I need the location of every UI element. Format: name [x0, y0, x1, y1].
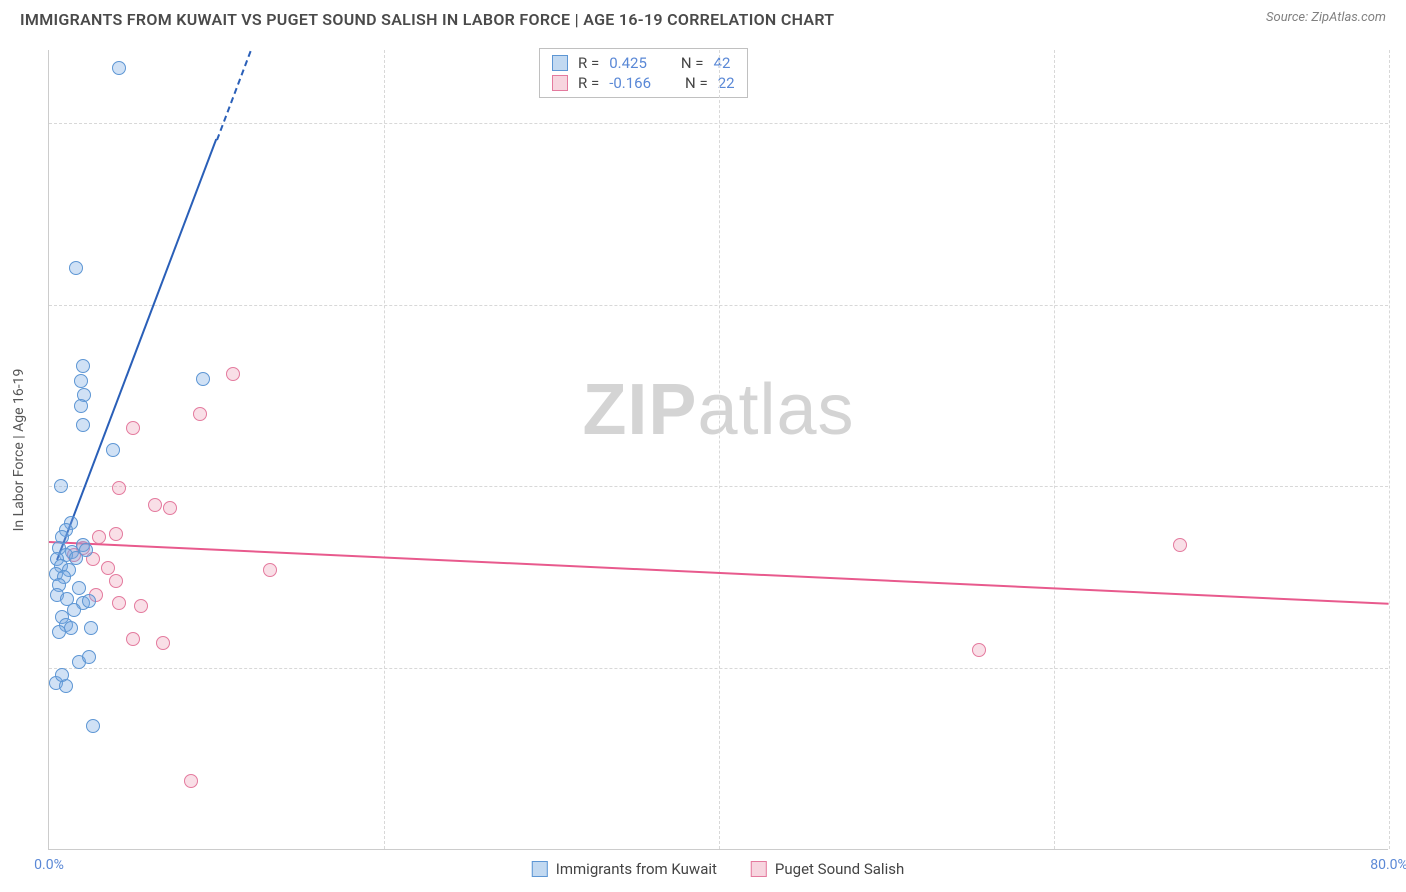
stat-n-value-a: 42	[714, 54, 731, 72]
scatter-point-a	[55, 668, 69, 682]
vgrid-line	[1389, 50, 1390, 849]
scatter-point-a	[52, 625, 66, 639]
x-tick-label: 0.0%	[34, 857, 64, 873]
vgrid-line	[1054, 50, 1055, 849]
scatter-point-b	[972, 643, 986, 657]
stats-row-b: R = -0.166 N = 22	[552, 73, 735, 93]
scatter-point-b	[156, 636, 170, 650]
scatter-point-b	[134, 599, 148, 613]
bottom-legend: Immigrants from Kuwait Puget Sound Salis…	[532, 860, 904, 878]
swatch-blue-icon	[552, 55, 568, 71]
scatter-point-b	[112, 481, 126, 495]
legend-item-a: Immigrants from Kuwait	[532, 860, 717, 878]
scatter-point-b	[101, 561, 115, 575]
stat-r-label-a: R =	[578, 54, 599, 72]
scatter-point-b	[126, 632, 140, 646]
scatter-point-a	[86, 719, 100, 733]
stat-r-value-a: 0.425	[609, 54, 647, 72]
stat-n-value-b: 22	[718, 74, 735, 92]
stat-r-label-b: R =	[578, 74, 599, 92]
trend-line	[56, 139, 217, 560]
legend-item-b: Puget Sound Salish	[751, 860, 904, 878]
legend-label-a: Immigrants from Kuwait	[556, 860, 717, 878]
scatter-point-b	[263, 563, 277, 577]
scatter-point-b	[112, 596, 126, 610]
scatter-point-a	[74, 374, 88, 388]
chart-container: ZIPatlas In Labor Force | Age 16-19 R = …	[48, 50, 1388, 850]
scatter-point-a	[82, 594, 96, 608]
swatch-pink-icon	[552, 75, 568, 91]
chart-title: IMMIGRANTS FROM KUWAIT VS PUGET SOUND SA…	[20, 10, 834, 29]
scatter-point-a	[84, 621, 98, 635]
scatter-point-a	[69, 261, 83, 275]
scatter-point-a	[76, 359, 90, 373]
stats-row-a: R = 0.425 N = 42	[552, 53, 735, 73]
scatter-point-a	[54, 479, 68, 493]
y-tick-label: 100.0%	[1394, 115, 1406, 131]
x-tick-label: 80.0%	[1370, 857, 1406, 873]
vgrid-line	[719, 50, 720, 849]
y-axis-label: In Labor Force | Age 16-19	[11, 368, 27, 531]
stats-legend-box: R = 0.425 N = 42 R = -0.166 N = 22	[539, 48, 748, 98]
scatter-point-a	[79, 543, 93, 557]
scatter-point-a	[106, 443, 120, 457]
legend-swatch-pink-icon	[751, 861, 767, 877]
scatter-point-a	[112, 61, 126, 75]
scatter-point-b	[193, 407, 207, 421]
watermark-bold: ZIP	[582, 370, 697, 450]
y-tick-label: 50.0%	[1394, 478, 1406, 494]
scatter-point-b	[109, 527, 123, 541]
scatter-point-b	[226, 367, 240, 381]
vgrid-line	[384, 50, 385, 849]
stat-r-value-b: -0.166	[609, 74, 651, 92]
scatter-point-b	[109, 574, 123, 588]
scatter-point-b	[126, 421, 140, 435]
scatter-point-a	[74, 399, 88, 413]
chart-source: Source: ZipAtlas.com	[1266, 10, 1386, 25]
stat-n-label-a: N =	[681, 54, 704, 72]
scatter-point-b	[148, 498, 162, 512]
y-tick-label: 25.0%	[1394, 660, 1406, 676]
legend-swatch-blue-icon	[532, 861, 548, 877]
scatter-point-b	[1173, 538, 1187, 552]
scatter-point-a	[72, 581, 86, 595]
scatter-point-a	[82, 650, 96, 664]
scatter-point-a	[76, 418, 90, 432]
scatter-point-b	[92, 530, 106, 544]
scatter-point-b	[163, 501, 177, 515]
scatter-point-b	[184, 774, 198, 788]
stat-n-label-b: N =	[685, 74, 708, 92]
scatter-point-a	[196, 372, 210, 386]
legend-label-b: Puget Sound Salish	[775, 860, 904, 878]
plot-area: ZIPatlas In Labor Force | Age 16-19 R = …	[48, 50, 1388, 850]
y-tick-label: 75.0%	[1394, 297, 1406, 313]
trend-line-dashed	[216, 51, 251, 140]
watermark-light: atlas	[697, 370, 854, 450]
